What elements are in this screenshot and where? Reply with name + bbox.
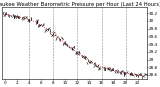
Title: Milwaukee Weather Barometric Pressure per Hour (Last 24 Hours): Milwaukee Weather Barometric Pressure pe…: [0, 2, 160, 7]
